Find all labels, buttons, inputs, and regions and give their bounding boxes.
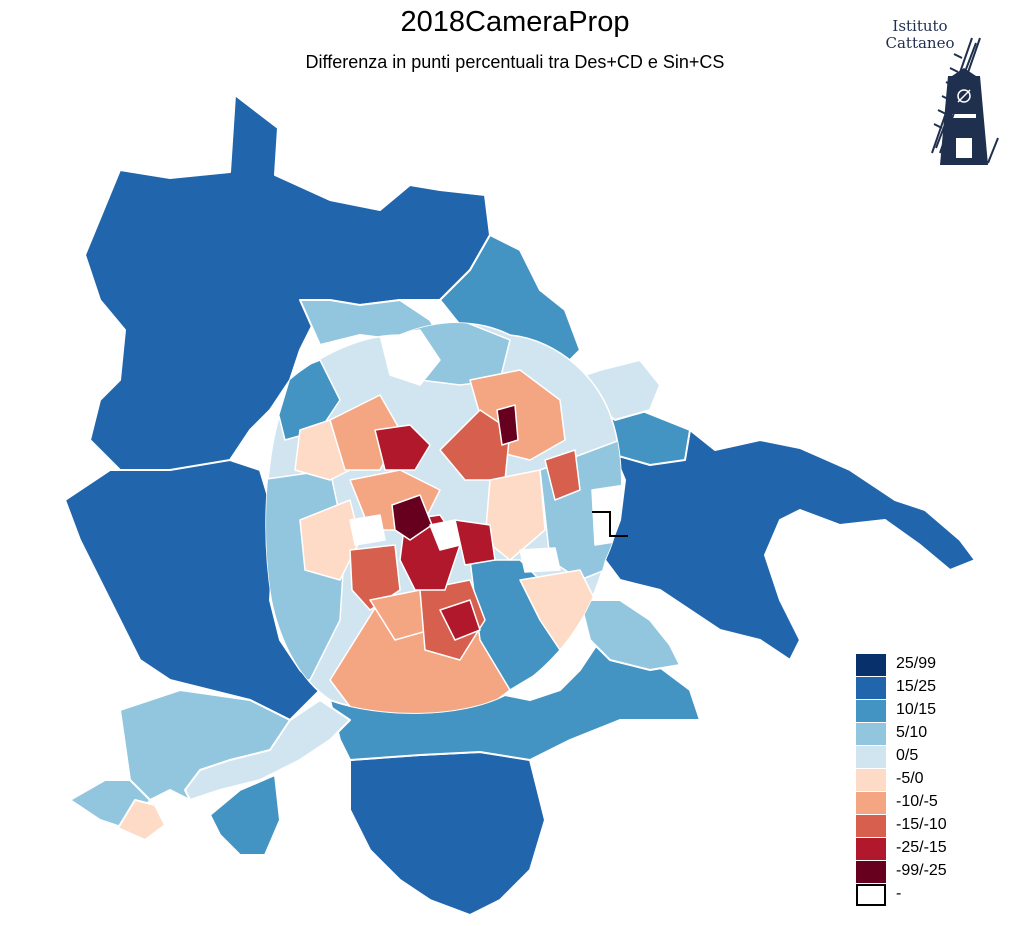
zone-south [349,751,546,916]
zone-no-data-outline [592,511,628,537]
legend-swatch [856,654,886,676]
zone-northeast [599,409,976,661]
legend-label: 5/10 [896,724,928,741]
inner-center-south-deep [439,599,481,641]
map-subtitle: Differenza in punti percentuali tra Des+… [305,52,725,72]
legend-label: -25/-15 [896,839,947,856]
legend-swatch [856,769,886,791]
legend-label: 15/25 [896,678,937,695]
map-title: 2018CameraProp [400,6,630,38]
inner-n-red [439,409,511,481]
legend-label: -99/-25 [896,862,947,879]
inner-core-deep-1 [374,424,431,471]
legend-swatch [856,884,886,906]
legend-label: 25/99 [896,655,937,672]
inner-north-white [379,329,441,386]
legend-swatch [856,815,886,837]
inner-core-darkest [391,494,433,541]
inner-west-white [349,514,386,546]
zone-southwest-4 [184,699,351,801]
legend-label: - [896,885,902,902]
logo-line-2: Cattaneo [885,34,955,52]
zone-southwest-3 [117,799,166,841]
legend-swatch [856,746,886,768]
outer-zones [64,94,976,916]
logo-text: Istituto Cattaneo [870,18,970,52]
legend-label: -10/-5 [896,793,938,810]
legend-label: -5/0 [896,770,924,787]
inner-core-deep-3 [454,519,496,566]
inner-core-white [429,519,461,551]
legend-label: 0/5 [896,747,919,764]
legend-swatch [856,700,886,722]
windmill-icon [931,37,999,165]
istituto-cattaneo-logo: Istituto Cattaneo [870,18,1005,168]
logo-line-1: Istituto [892,17,948,35]
inner-east-red [544,449,581,501]
legend-swatch [856,792,886,814]
legend-label: 10/15 [896,701,937,718]
zone-southeast-ring [579,599,681,671]
legend-swatch [856,723,886,745]
legend-swatch [856,861,886,883]
inner-east-white [519,547,561,573]
legend-swatch [856,677,886,699]
zone-southwest-5 [209,774,281,856]
inner-zones [265,322,622,714]
legend-label: -15/-10 [896,816,947,833]
legend-swatch [856,838,886,860]
inner-ne-darkest [496,404,519,446]
